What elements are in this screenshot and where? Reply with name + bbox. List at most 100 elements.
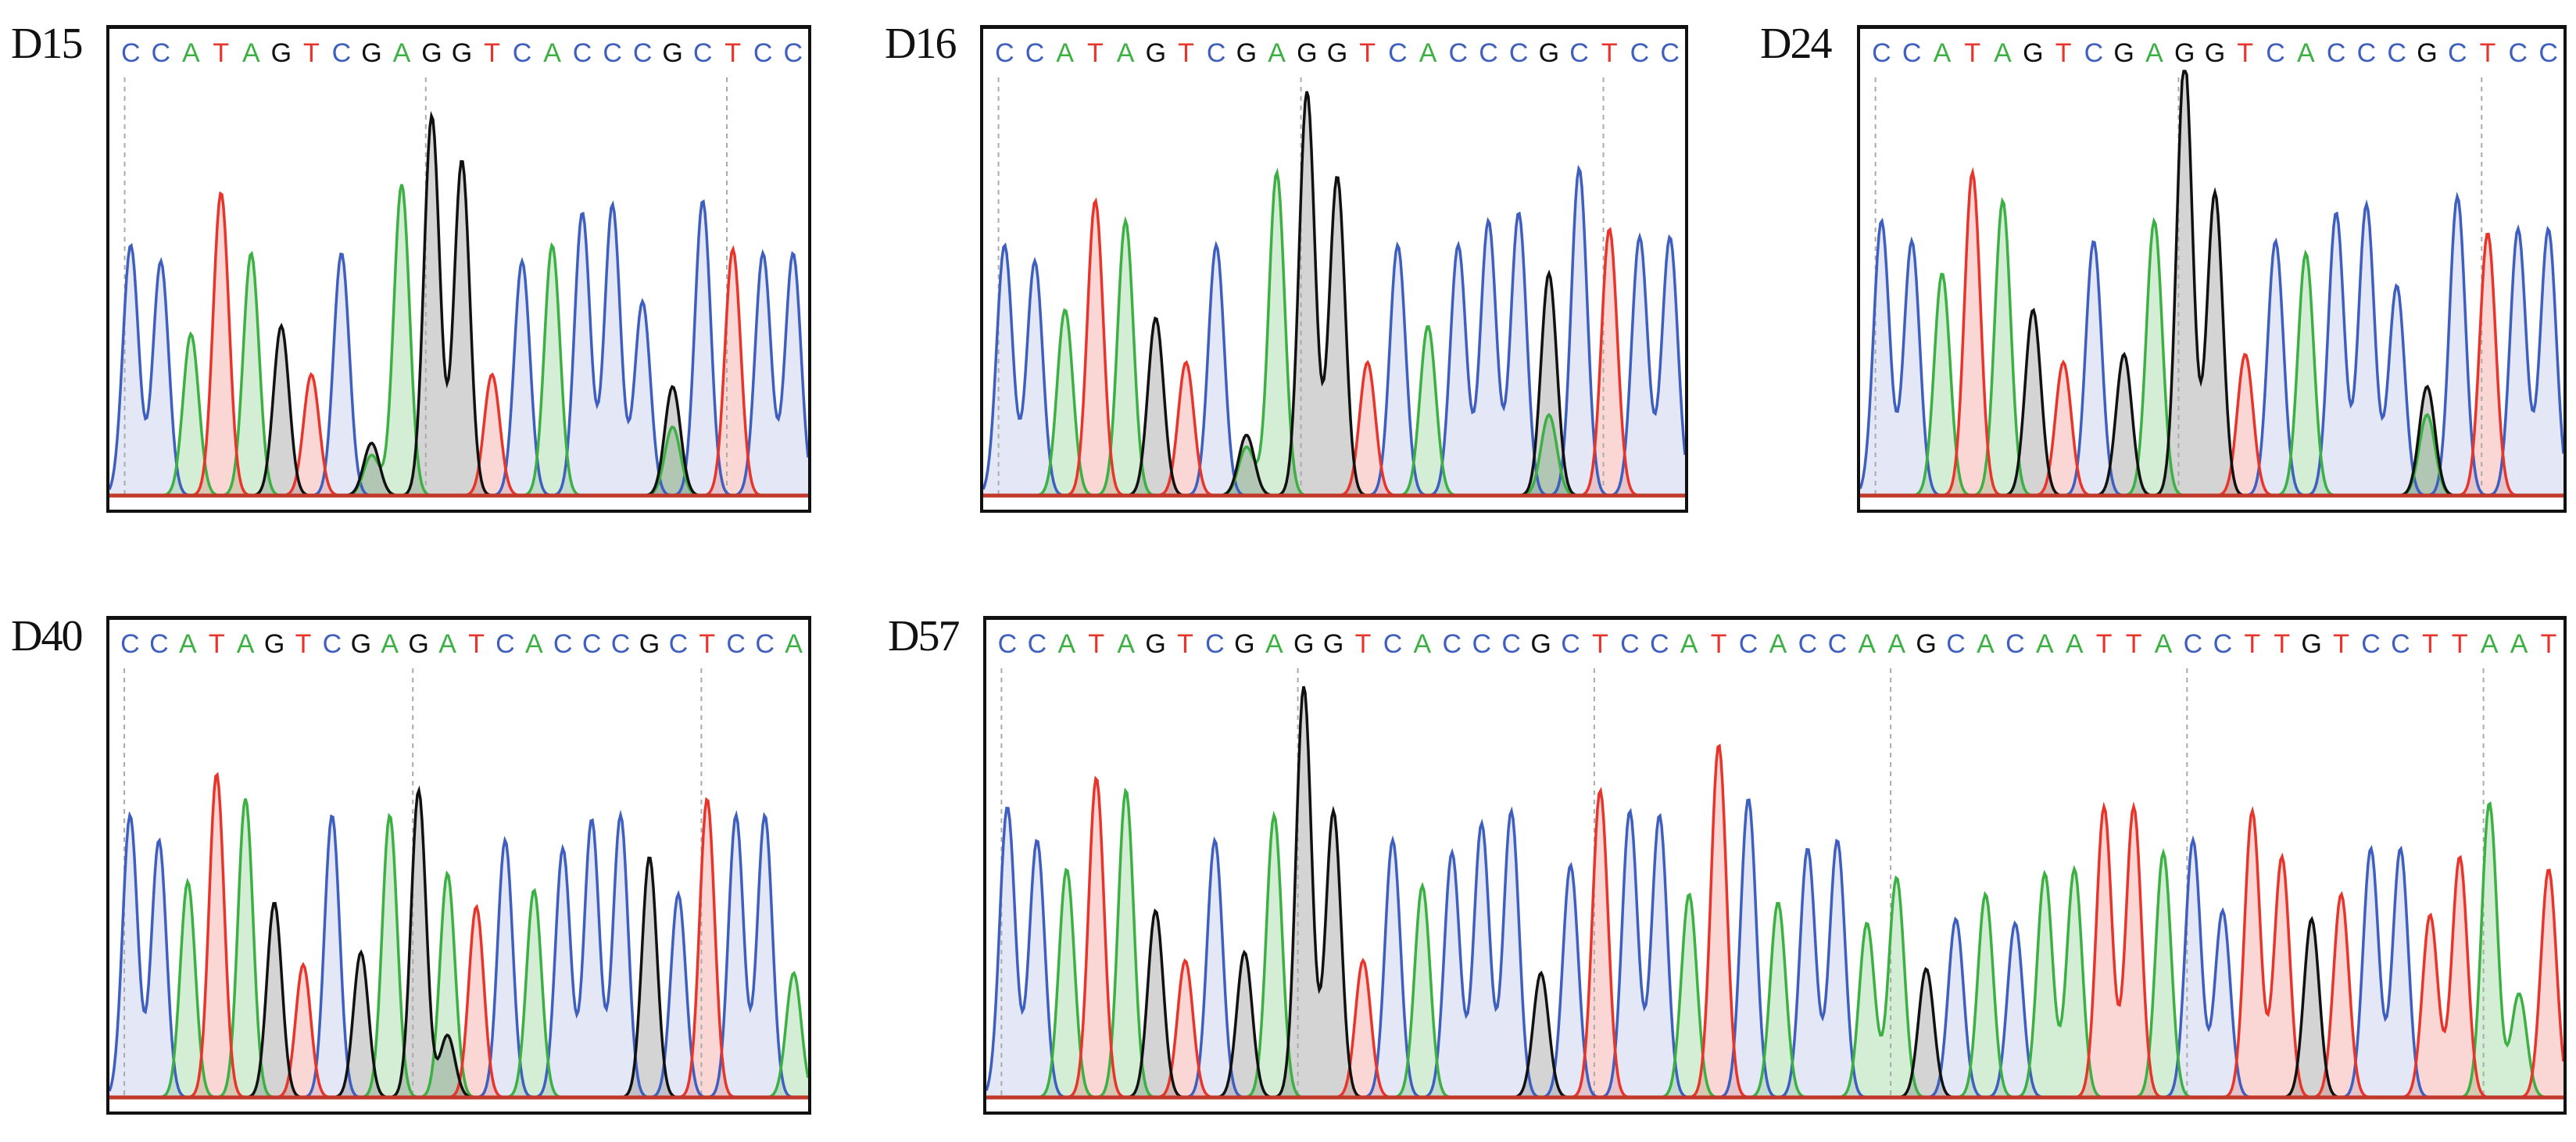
- base-call-A: A: [1056, 38, 1074, 68]
- base-call-C: C: [1798, 629, 1818, 659]
- base-call-T: T: [213, 38, 229, 68]
- base-call-T: T: [1592, 629, 1608, 659]
- base-call-T: T: [1088, 629, 1104, 659]
- base-call-G: G: [421, 38, 442, 68]
- base-call-A: A: [1117, 629, 1135, 659]
- base-call-G: G: [2174, 38, 2195, 68]
- base-call-C: C: [1205, 629, 1225, 659]
- base-call-T: T: [1355, 629, 1372, 659]
- trace-fill-T: [1860, 172, 2563, 496]
- trace-fill-A: [983, 172, 1685, 496]
- trace-fill-A: [1860, 201, 2563, 496]
- base-call-A: A: [1977, 629, 1995, 659]
- base-call-A: A: [1268, 38, 1286, 68]
- base-call-C: C: [2005, 629, 2025, 659]
- base-call-T: T: [724, 38, 741, 68]
- base-call-A: A: [2066, 629, 2084, 659]
- base-call-C: C: [998, 629, 1018, 659]
- base-call-C: C: [783, 38, 803, 68]
- trace-fill-G: [983, 91, 1685, 496]
- base-call-C: C: [1449, 38, 1469, 68]
- base-call-C: C: [1660, 38, 1680, 68]
- base-call-A: A: [1934, 38, 1952, 68]
- base-call-G: G: [1916, 629, 1936, 659]
- base-call-C: C: [995, 38, 1014, 68]
- base-call-T: T: [2333, 629, 2349, 659]
- trace-fill-T: [109, 193, 808, 496]
- base-call-T: T: [2541, 629, 2557, 659]
- trace-fill-A: [986, 790, 2563, 1097]
- base-call-C: C: [2448, 38, 2467, 68]
- base-call-A: A: [1414, 629, 1432, 659]
- base-call-G: G: [2417, 38, 2437, 68]
- base-call-T: T: [484, 38, 500, 68]
- base-call-G: G: [2205, 38, 2225, 68]
- base-call-T: T: [1087, 38, 1104, 68]
- base-call-C: C: [2084, 38, 2104, 68]
- base-call-C: C: [1509, 38, 1529, 68]
- base-call-A: A: [393, 38, 411, 68]
- base-call-C: C: [753, 38, 773, 68]
- panel-label-d40: D40: [11, 612, 83, 660]
- base-call-G: G: [2023, 38, 2043, 68]
- base-call-T: T: [209, 629, 225, 659]
- base-call-T: T: [2126, 629, 2142, 659]
- base-call-T: T: [1178, 38, 1194, 68]
- base-call-G: G: [408, 629, 428, 659]
- base-call-G: G: [1539, 38, 1559, 68]
- base-call-C: C: [323, 629, 342, 659]
- base-call-T: T: [2237, 38, 2253, 68]
- trace-fill-A: [109, 184, 808, 496]
- base-call-C: C: [1383, 629, 1403, 659]
- base-call-C: C: [633, 38, 653, 68]
- base-call-A: A: [2481, 629, 2499, 659]
- base-call-A: A: [525, 629, 543, 659]
- base-call-C: C: [1207, 38, 1226, 68]
- trace-line-T: [109, 771, 808, 1099]
- base-call-C: C: [1501, 629, 1521, 659]
- base-call-C: C: [2391, 629, 2410, 659]
- base-call-G: G: [662, 38, 682, 68]
- base-call-G: G: [1234, 629, 1254, 659]
- base-call-C: C: [693, 38, 713, 68]
- base-call-T: T: [2055, 38, 2072, 68]
- base-call-T: T: [2422, 629, 2438, 659]
- base-call-C: C: [2184, 629, 2203, 659]
- base-call-C: C: [152, 38, 171, 68]
- base-call-T: T: [2244, 629, 2260, 659]
- base-call-A: A: [2155, 629, 2173, 659]
- base-call-T: T: [1359, 38, 1376, 68]
- base-call-A: A: [1419, 38, 1437, 68]
- base-call-T: T: [303, 38, 320, 68]
- base-call-G: G: [2301, 629, 2321, 659]
- base-call-C: C: [496, 629, 515, 659]
- peak-fills: [986, 686, 2563, 1097]
- base-call-C: C: [1946, 629, 1966, 659]
- base-call-C: C: [2387, 38, 2406, 68]
- base-call-C: C: [553, 629, 573, 659]
- base-call-C: C: [1025, 38, 1045, 68]
- base-call-A: A: [1769, 629, 1787, 659]
- base-call-G: G: [1293, 629, 1314, 659]
- base-call-A: A: [237, 629, 255, 659]
- base-call-C: C: [1569, 38, 1589, 68]
- trace-fill-C: [109, 201, 808, 496]
- base-call-G: G: [1297, 38, 1317, 68]
- base-call-G: G: [1145, 629, 1165, 659]
- panel-label-d15: D15: [11, 20, 83, 68]
- base-call-C: C: [513, 38, 532, 68]
- base-call-G: G: [1327, 38, 1347, 68]
- base-call-C: C: [1872, 38, 1891, 68]
- base-call-A: A: [1117, 38, 1135, 68]
- base-call-C: C: [611, 629, 631, 659]
- trace-fill-C: [1860, 196, 2563, 496]
- peak-fills: [1860, 71, 2563, 496]
